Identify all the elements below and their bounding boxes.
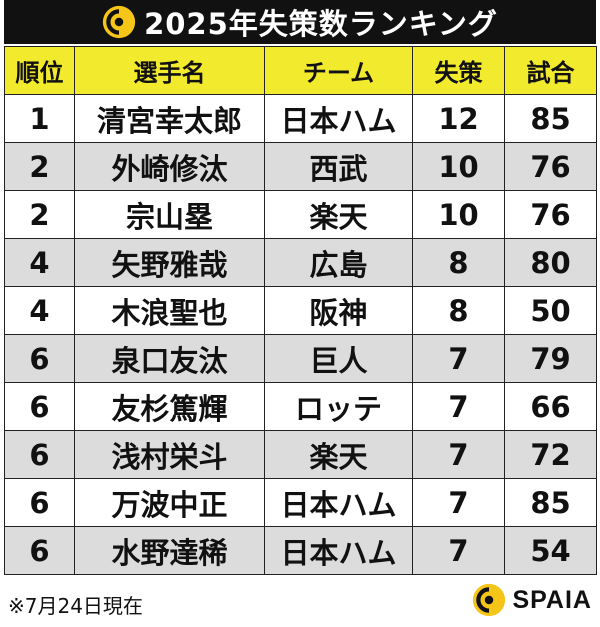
errors-cell: 7 xyxy=(412,334,505,383)
table-row: 6 友杉篤輝 ロッテ 7 66 xyxy=(4,382,597,431)
games-cell: 85 xyxy=(504,478,597,527)
rank-cell: 4 xyxy=(4,238,75,287)
errors-cell: 10 xyxy=(412,190,505,239)
team-cell: 楽天 xyxy=(264,190,413,239)
column-header-team: チーム xyxy=(264,46,413,95)
games-cell: 85 xyxy=(504,94,597,143)
team-cell: 日本ハム xyxy=(264,478,413,527)
title-bar: 2025年失策数ランキング xyxy=(4,0,596,44)
player-cell: 矢野雅哉 xyxy=(74,238,265,287)
rank-cell: 4 xyxy=(4,286,75,335)
table-row: 4 矢野雅哉 広島 8 80 xyxy=(4,238,597,287)
team-cell: 巨人 xyxy=(264,334,413,383)
games-cell: 54 xyxy=(504,526,597,575)
player-cell: 水野達稀 xyxy=(74,526,265,575)
team-cell: 日本ハム xyxy=(264,94,413,143)
table-row: 6 万波中正 日本ハム 7 85 xyxy=(4,478,597,527)
errors-cell: 7 xyxy=(412,478,505,527)
games-cell: 50 xyxy=(504,286,597,335)
table-row: 6 泉口友汰 巨人 7 79 xyxy=(4,334,597,383)
errors-cell: 8 xyxy=(412,286,505,335)
table-row: 2 宗山塁 楽天 10 76 xyxy=(4,190,597,239)
table-row: 1 清宮幸太郎 日本ハム 12 85 xyxy=(4,94,597,143)
column-header-errors: 失策 xyxy=(412,46,505,95)
page-title: 2025年失策数ランキング xyxy=(144,7,498,41)
spaia-logo-icon xyxy=(102,5,136,39)
errors-cell: 7 xyxy=(412,526,505,575)
player-cell: 浅村栄斗 xyxy=(74,430,265,479)
team-cell: 阪神 xyxy=(264,286,413,335)
rank-cell: 2 xyxy=(4,190,75,239)
rank-cell: 1 xyxy=(4,94,75,143)
player-cell: 木浪聖也 xyxy=(74,286,265,335)
errors-cell: 8 xyxy=(412,238,505,287)
team-cell: 楽天 xyxy=(264,430,413,479)
table-header-row: 順位 選手名 チーム 失策 試合 xyxy=(4,46,597,95)
games-cell: 72 xyxy=(504,430,597,479)
table-row: 2 外崎修汰 西武 10 76 xyxy=(4,142,597,191)
rank-cell: 6 xyxy=(4,430,75,479)
brand-name: SPAIA xyxy=(512,585,592,614)
errors-cell: 12 xyxy=(412,94,505,143)
games-cell: 79 xyxy=(504,334,597,383)
table-row: 4 木浪聖也 阪神 8 50 xyxy=(4,286,597,335)
team-cell: ロッテ xyxy=(264,382,413,431)
brand-logo: SPAIA xyxy=(472,583,592,617)
player-cell: 万波中正 xyxy=(74,478,265,527)
team-cell: 西武 xyxy=(264,142,413,191)
errors-cell: 7 xyxy=(412,382,505,431)
errors-cell: 10 xyxy=(412,142,505,191)
column-header-rank: 順位 xyxy=(4,46,75,95)
games-cell: 66 xyxy=(504,382,597,431)
column-header-player: 選手名 xyxy=(74,46,265,95)
table-body: 1 清宮幸太郎 日本ハム 12 85 2 外崎修汰 西武 10 76 2 宗山塁 楽天 10 76 4 矢野雅哉… xyxy=(4,94,597,575)
games-cell: 80 xyxy=(504,238,597,287)
player-cell: 友杉篤輝 xyxy=(74,382,265,431)
games-cell: 76 xyxy=(504,190,597,239)
rank-cell: 2 xyxy=(4,142,75,191)
games-cell: 76 xyxy=(504,142,597,191)
rank-cell: 6 xyxy=(4,382,75,431)
player-cell: 宗山塁 xyxy=(74,190,265,239)
team-cell: 日本ハム xyxy=(264,526,413,575)
player-cell: 清宮幸太郎 xyxy=(74,94,265,143)
player-cell: 泉口友汰 xyxy=(74,334,265,383)
player-cell: 外崎修汰 xyxy=(74,142,265,191)
column-header-games: 試合 xyxy=(504,46,597,95)
footnote: ※7月24日現在 xyxy=(8,594,143,618)
errors-cell: 7 xyxy=(412,430,505,479)
team-cell: 広島 xyxy=(264,238,413,287)
table-row: 6 浅村栄斗 楽天 7 72 xyxy=(4,430,597,479)
ranking-table: 順位 選手名 チーム 失策 試合 1 清宮幸太郎 日本ハム 12 85 2 外崎修汰 西武 10… xyxy=(4,46,597,575)
table-row: 6 水野達稀 日本ハム 7 54 xyxy=(4,526,597,575)
rank-cell: 6 xyxy=(4,526,75,575)
rank-cell: 6 xyxy=(4,334,75,383)
spaia-logo-icon xyxy=(473,583,506,617)
rank-cell: 6 xyxy=(4,478,75,527)
